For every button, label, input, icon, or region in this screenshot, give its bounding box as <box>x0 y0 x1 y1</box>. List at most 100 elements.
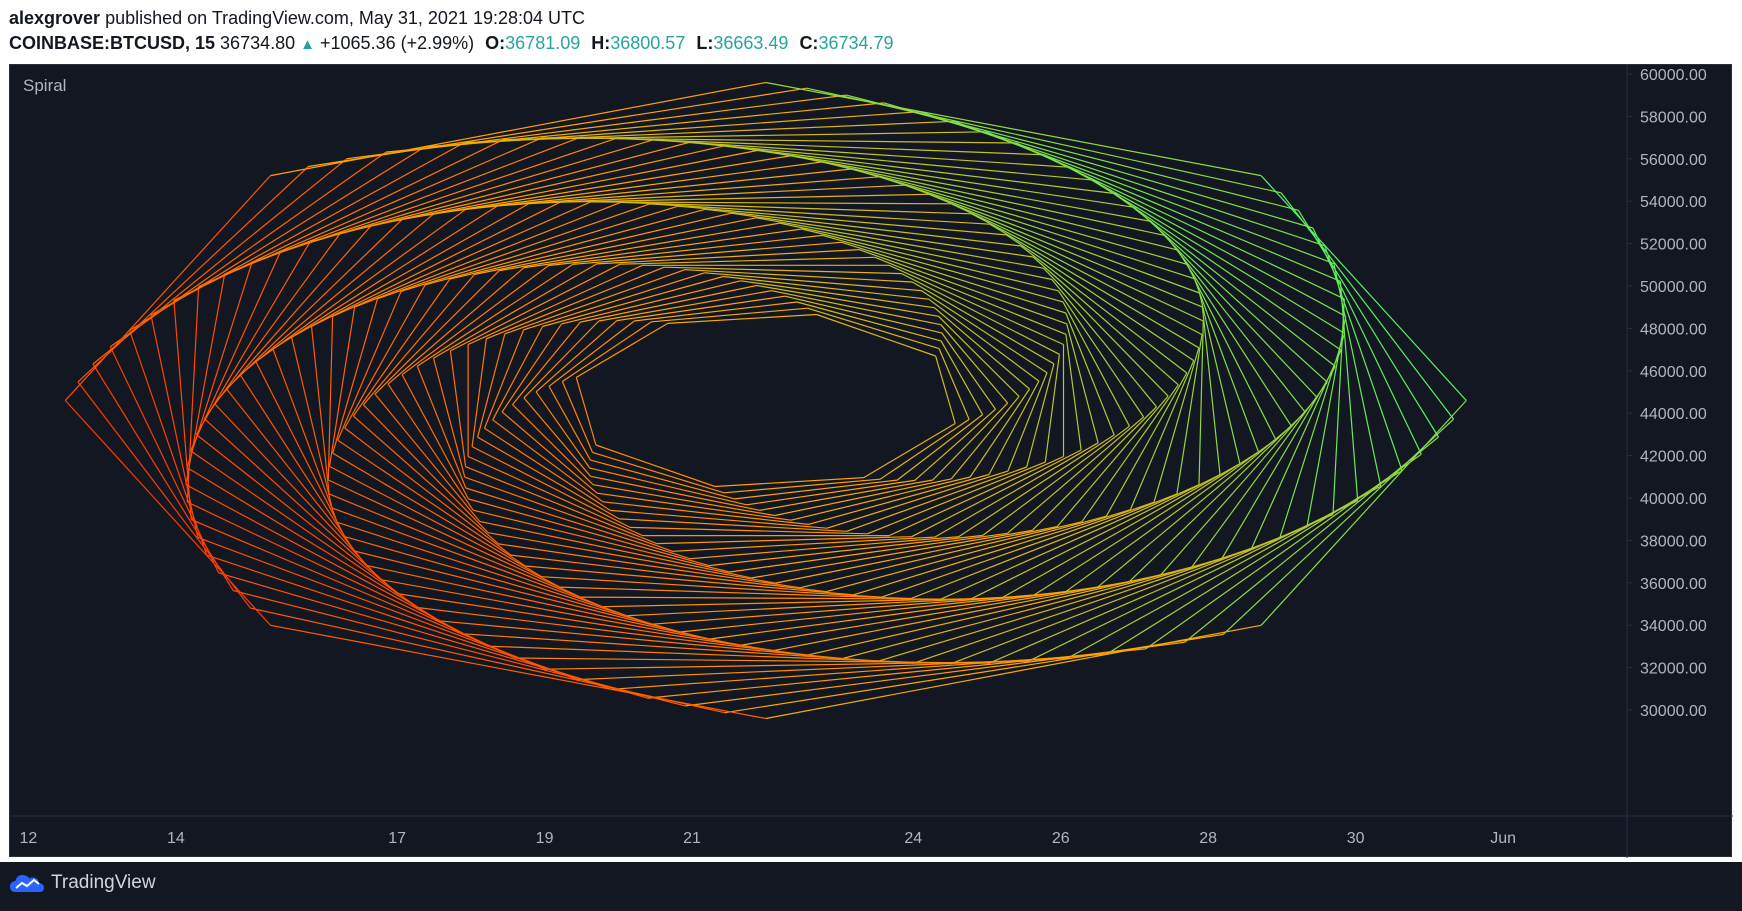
spiral-segment <box>853 509 1131 596</box>
up-arrow-icon: ▲ <box>300 36 315 53</box>
tradingview-logo[interactable]: TradingView <box>9 872 156 894</box>
spiral-segment <box>467 455 643 537</box>
spiral-segment <box>740 280 935 309</box>
spiral-segment <box>337 521 653 625</box>
spiral-segment <box>1297 209 1440 438</box>
spiral-segment <box>250 607 725 714</box>
spiral-segment <box>328 493 603 608</box>
spiral-segment <box>387 267 525 385</box>
symbol-label: COINBASE:BTCUSD, 15 <box>9 33 216 53</box>
spiral-segment <box>1153 347 1200 503</box>
spiral-segment <box>173 139 504 301</box>
spiral-segment <box>746 479 915 506</box>
spiral-segment <box>1260 400 1467 626</box>
spiral-segment <box>1032 256 1179 386</box>
spiral-segment <box>904 184 1200 294</box>
spiral-segment <box>580 136 1045 156</box>
spiral-segment <box>575 377 597 446</box>
spiral-segment <box>479 520 752 579</box>
spiral-segment <box>465 168 852 210</box>
spiral-segment <box>559 586 912 600</box>
spiral-segment <box>796 301 942 342</box>
spiral-segment <box>881 501 1155 598</box>
spiral-segment <box>1176 249 1292 427</box>
close-label: C: <box>799 33 819 53</box>
spiral-segment <box>337 439 526 567</box>
spiral-segment <box>1007 416 1144 534</box>
price-tick-label: 48000.00 <box>1640 321 1707 338</box>
spiral-segment <box>380 579 773 652</box>
spiral-segment <box>486 266 665 340</box>
spiral-segment <box>790 476 971 521</box>
spiral-segment <box>195 434 417 608</box>
spiral-segment <box>501 323 562 413</box>
spiral-segment <box>602 598 972 608</box>
spiral-segment <box>784 295 942 334</box>
spiral-segment <box>940 340 984 415</box>
spiral-segment <box>734 479 898 500</box>
spiral-segment <box>535 320 618 393</box>
spiral-segment <box>497 176 880 207</box>
spiral-segment <box>938 315 1020 397</box>
spiral-segment <box>548 320 635 387</box>
spiral-segment <box>629 526 868 535</box>
spiral-segment <box>1201 307 1221 475</box>
spiral-segment <box>535 391 591 469</box>
spiral-segment <box>548 386 591 461</box>
time-scale[interactable]: 12 14 17 19 21 24 26 28 30 Jun <box>20 830 1516 847</box>
spiral-segment <box>590 459 735 500</box>
spiral-segment <box>935 355 956 424</box>
spiral-segment <box>756 217 1044 269</box>
spiral-segment <box>1193 278 1260 453</box>
spiral-plot <box>64 81 1467 720</box>
spiral-segment <box>759 479 933 511</box>
spiral-segment <box>1164 235 1306 413</box>
price-tick-label: 54000.00 <box>1640 194 1707 211</box>
spiral-segment <box>225 218 403 390</box>
price-scale[interactable]: 60000.00 58000.00 56000.00 54000.00 52000.00… <box>1627 67 1707 720</box>
spiral-segment <box>863 422 956 479</box>
spiral-segment <box>310 326 330 494</box>
spiral-segment <box>1115 193 1336 367</box>
spiral-segment <box>1220 366 1336 560</box>
spiral-segment <box>846 466 1027 532</box>
spiral-segment <box>807 307 940 350</box>
spiral-segment <box>332 201 591 317</box>
spiral-segment <box>724 633 1224 714</box>
spiral-segment <box>425 208 706 286</box>
time-tick-label: 12 <box>20 830 38 847</box>
chart-panel[interactable]: 60000.00 58000.00 56000.00 54000.00 52000.00… <box>9 64 1733 858</box>
indicator-title[interactable]: Spiral <box>23 76 66 95</box>
spiral-segment <box>465 487 691 560</box>
spiral-segment <box>709 586 1098 640</box>
spiral-segment <box>562 321 652 382</box>
spiral-segment <box>362 274 475 406</box>
chart-canvas[interactable]: 60000.00 58000.00 56000.00 54000.00 52000.00… <box>10 65 1733 858</box>
spiral-segment <box>1129 360 1195 510</box>
time-tick-label: 30 <box>1347 830 1365 847</box>
spiral-segment <box>433 263 598 359</box>
price-tick-label: 30000.00 <box>1640 703 1707 720</box>
spiral-segment <box>400 205 679 292</box>
spiral-segment <box>328 479 581 598</box>
spiral-segment <box>474 217 757 275</box>
spiral-segment <box>1332 298 1345 515</box>
spiral-segment <box>740 581 1130 646</box>
spiral-segment <box>616 295 786 322</box>
spiral-segment <box>528 184 906 205</box>
spiral-segment <box>592 451 725 494</box>
spiral-segment <box>1312 227 1422 455</box>
spiral-segment <box>589 467 747 506</box>
spiral-segment <box>756 284 939 317</box>
spiral-segment <box>1031 406 1157 531</box>
spiral-segment <box>950 526 1308 665</box>
tradingview-cloud-icon <box>10 875 44 892</box>
spiral-segment <box>492 419 604 503</box>
spiral-segment <box>714 477 864 488</box>
author-name[interactable]: alexgrover <box>9 8 101 28</box>
spiral-segment <box>233 590 686 707</box>
spiral-segment <box>988 380 1040 475</box>
spiral-segment <box>1260 175 1467 401</box>
spiral-segment <box>654 138 1095 181</box>
spiral-segment <box>270 624 766 720</box>
